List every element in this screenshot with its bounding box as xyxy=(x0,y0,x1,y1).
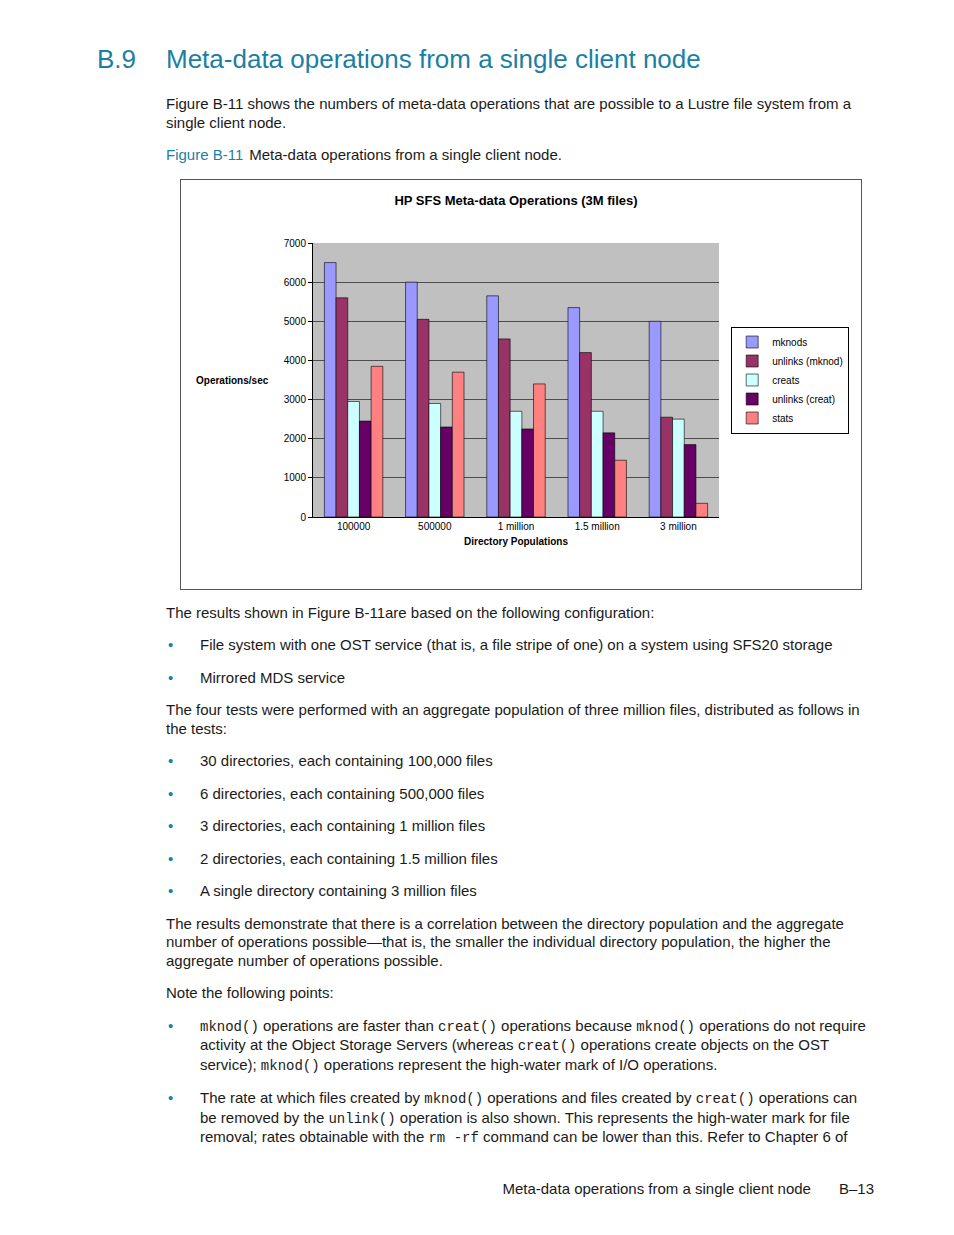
svg-text:100000: 100000 xyxy=(337,521,371,532)
html-text:B.9: B.9 xyxy=(97,44,136,74)
svg-text:1.5 million: 1.5 million xyxy=(575,521,620,532)
html-text:30 directories, each containin: 30 directories, each containing 100,000 … xyxy=(200,752,493,769)
html-text:File system with one OST servi: File system with one OST service (that i… xyxy=(200,636,833,653)
html-text:The four tests were performed: The four tests were performed with an ag… xyxy=(166,701,860,737)
html-text:The results shown in Figure B-: The results shown in Figure B-11are base… xyxy=(166,603,655,621)
svg-text:6000: 6000 xyxy=(284,276,307,287)
svg-text:stats: stats xyxy=(772,412,793,423)
svg-text:0: 0 xyxy=(300,511,306,522)
svg-text:4000: 4000 xyxy=(284,354,307,365)
html-text:2 directories, each containing: 2 directories, each containing 1.5 milli… xyxy=(200,849,498,867)
html-text:The rate at which files create: The rate at which files created by mknod… xyxy=(200,1089,858,1146)
svg-text:Operations/sec: Operations/sec xyxy=(196,375,269,386)
svg-text:3 million: 3 million xyxy=(660,521,697,532)
html-text:Meta-data operations from a si: Meta-data operations from a single clien… xyxy=(502,1180,811,1197)
html-text:Note the following points:: Note the following points: xyxy=(166,984,334,1001)
html-text:Figure B-11 shows the numbers: Figure B-11 shows the numbers of meta-da… xyxy=(166,95,852,131)
html-text:3 directories, each containing: 3 directories, each containing 1 million… xyxy=(200,817,486,834)
svg-text:2000: 2000 xyxy=(284,433,307,444)
html-text:Figure B-11 Meta-data operatio: Figure B-11 Meta-data operations from a … xyxy=(166,146,562,163)
svg-text:1000: 1000 xyxy=(284,472,307,483)
svg-text:mknods: mknods xyxy=(772,336,807,347)
html-text:The results demonstrate that t: The results demonstrate that there is a … xyxy=(166,914,844,969)
svg-text:5000: 5000 xyxy=(284,315,307,326)
svg-text:HP SFS Meta-data Operations (3: HP SFS Meta-data Operations (3M files) xyxy=(394,193,637,208)
svg-text:1 million: 1 million xyxy=(498,521,535,532)
html-text:Mirrored MDS service: Mirrored MDS service xyxy=(200,668,345,686)
html-text:B–13: B–13 xyxy=(839,1180,874,1197)
svg-text:Directory Populations: Directory Populations xyxy=(464,535,568,546)
svg-text:3000: 3000 xyxy=(284,394,307,405)
svg-text:unlinks (mknod): unlinks (mknod) xyxy=(772,355,843,366)
svg-text:7000: 7000 xyxy=(284,237,307,248)
html-text:6 directories, each containing: 6 directories, each containing 500,000 f… xyxy=(200,784,485,802)
html-text:mknod() operations are faster: mknod() operations are faster than creat… xyxy=(200,1016,866,1074)
html-text:Meta-data operations from a si: Meta-data operations from a single clien… xyxy=(166,44,701,74)
svg-text:unlinks (creat): unlinks (creat) xyxy=(772,393,835,404)
html-text:A single directory containing: A single directory containing 3 million … xyxy=(200,882,477,899)
svg-text:500000: 500000 xyxy=(418,521,452,532)
svg-text:creats: creats xyxy=(772,374,799,385)
